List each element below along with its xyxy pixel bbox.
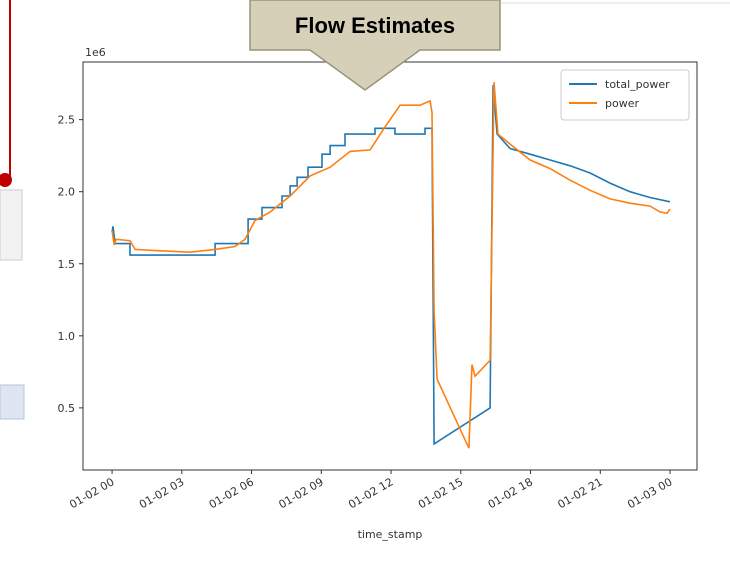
callout-text: Flow Estimates	[295, 13, 455, 38]
line-series	[111, 82, 671, 449]
callout-box	[249, 0, 501, 91]
line-series	[111, 85, 671, 446]
x-axis-label: time_stamp	[358, 528, 423, 541]
slider-handle[interactable]	[0, 173, 12, 187]
y-tick-label: 1.0	[58, 330, 76, 343]
y-tick-label: 2.0	[58, 186, 76, 199]
side-button[interactable]	[0, 384, 25, 420]
y-tick-label: 0.5	[58, 402, 76, 415]
thumbnail	[0, 189, 23, 261]
legend-label: total_power	[605, 78, 670, 91]
y-tick-label: 1.5	[58, 258, 76, 271]
legend-label: power	[605, 97, 639, 110]
y-tick-label: 2.5	[58, 114, 76, 127]
legend-box	[560, 69, 690, 121]
offset-label: 1e6	[85, 46, 106, 59]
